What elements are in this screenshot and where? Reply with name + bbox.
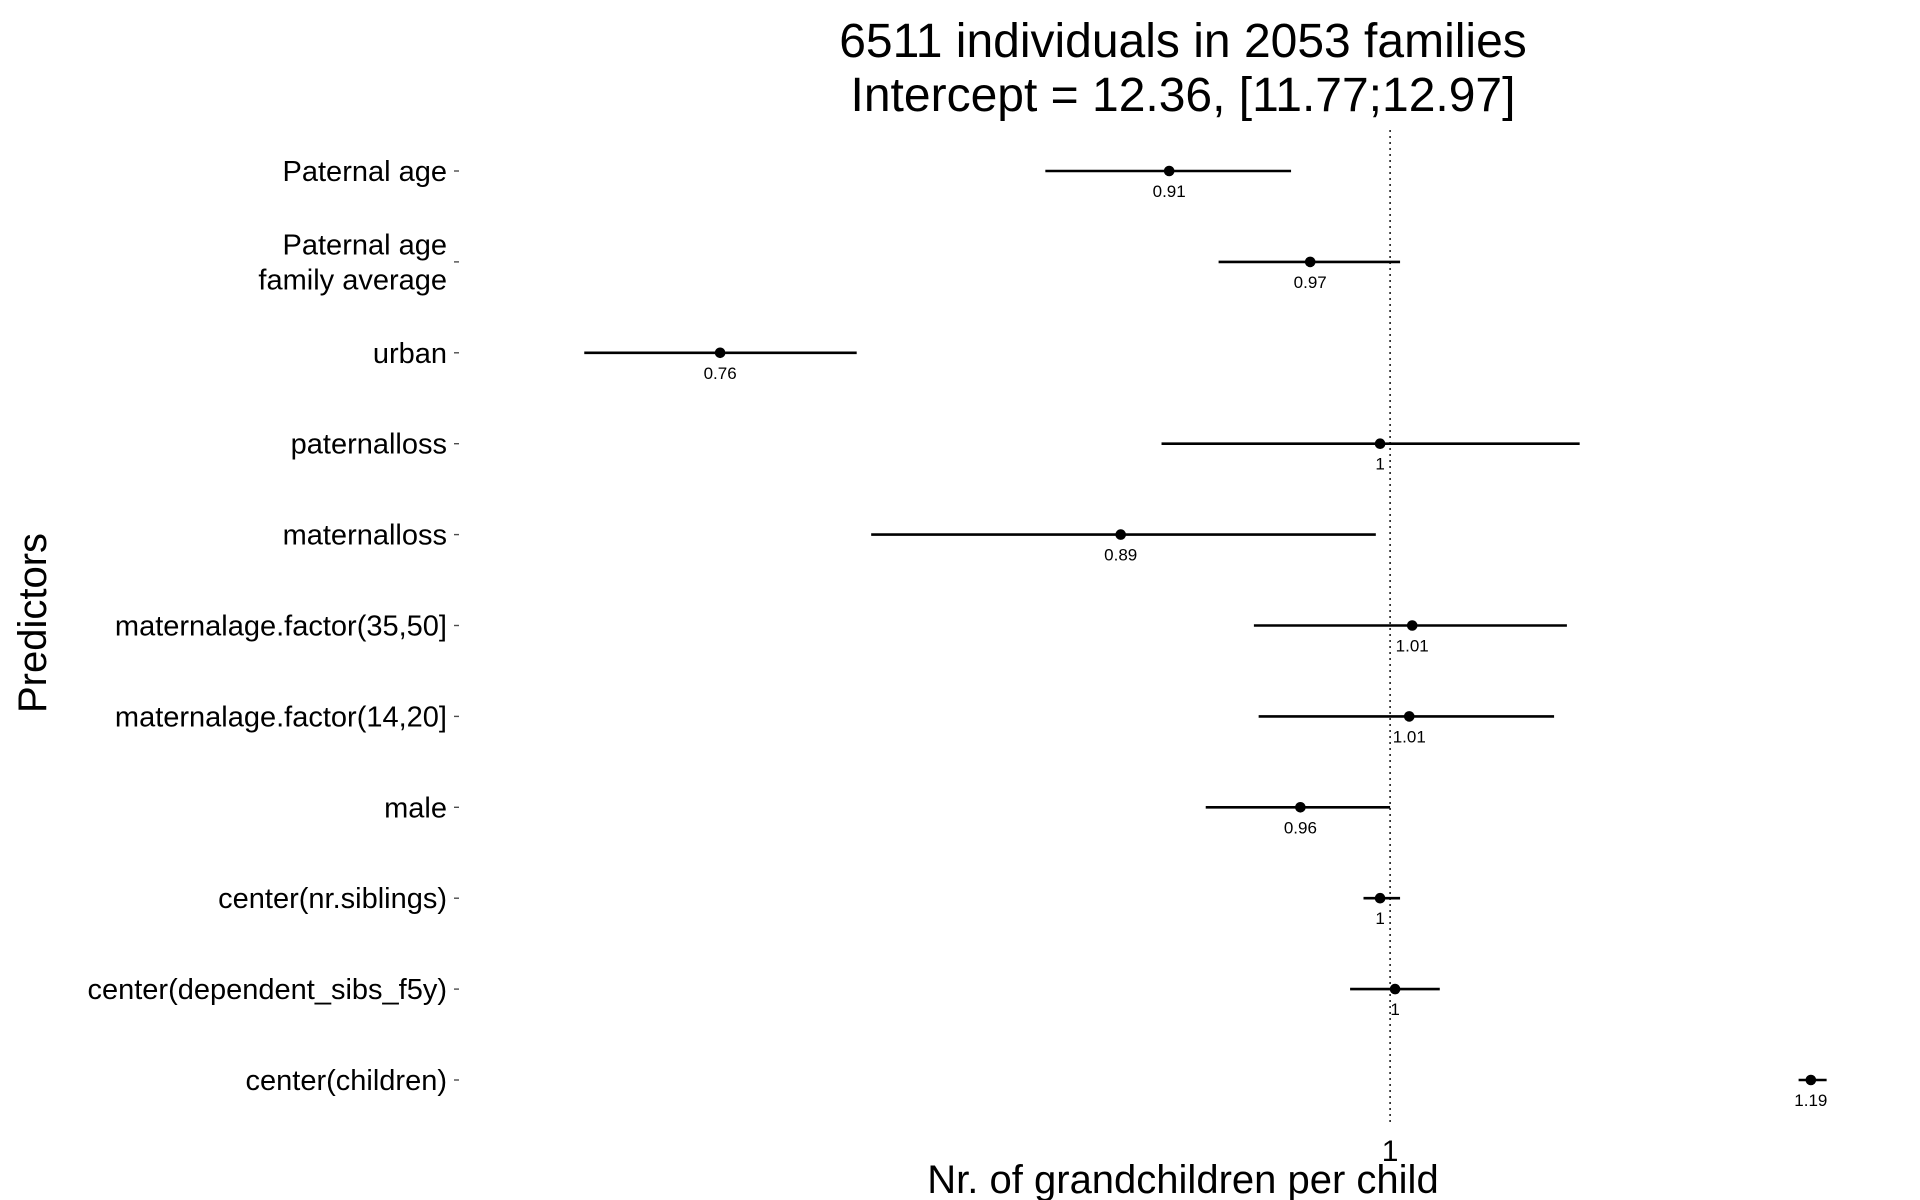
estimate-point (1295, 802, 1306, 813)
predictor-label: center(children) (246, 1065, 447, 1097)
estimate-point (1406, 620, 1418, 631)
estimate-point (1115, 529, 1127, 540)
estimate-point (1374, 438, 1386, 450)
estimate-value-label: 0.76 (704, 364, 737, 383)
estimate-point (1805, 1074, 1817, 1086)
estimate-value-label: 0.89 (1104, 546, 1137, 565)
predictor-row: male 0.96 (384, 792, 1391, 837)
estimate-point (1374, 892, 1386, 904)
predictor-label: paternalloss (291, 429, 447, 461)
estimate-value-label: 1 (1375, 455, 1384, 474)
x-tick-label: 1 (1382, 1135, 1399, 1168)
estimate-value-label: 0.96 (1284, 818, 1317, 837)
predictor-row: maternalloss 0.89 (283, 520, 1376, 565)
predictor-row: maternalage.factor(35,50] 1.01 (115, 611, 1567, 656)
estimate-value-label: 0.91 (1153, 182, 1186, 201)
estimate-point (1389, 983, 1401, 995)
estimate-value-label: 0.97 (1294, 273, 1327, 292)
predictor-label: maternalage.factor(35,50] (115, 611, 447, 643)
predictor-label: urban (373, 338, 447, 370)
predictor-row: Paternal age 0.91 (283, 156, 1292, 201)
predictor-label: male (384, 792, 447, 824)
estimate-value-label: 1 (1390, 1000, 1399, 1019)
estimate-point (1163, 165, 1175, 177)
predictor-row: center(dependent_sibs_f5y) 1 (87, 974, 1440, 1019)
predictor-row: center(nr.siblings) 1 (218, 883, 1401, 928)
estimate-value-label: 1 (1375, 909, 1384, 928)
predictor-label: Paternal age (283, 229, 447, 261)
estimate-value-label: 1.01 (1396, 637, 1429, 656)
estimate-point (1403, 711, 1415, 722)
x-axis-label: Nr. of grandchildren per child (927, 1158, 1438, 1200)
predictor-row: maternalage.factor(14,20] 1.01 (115, 701, 1555, 746)
predictor-row: urban 0.76 (373, 338, 857, 383)
predictor-label: family average (258, 264, 447, 296)
predictor-label: Paternal age (283, 156, 447, 188)
estimate-point (1304, 256, 1316, 268)
predictor-row: paternalloss 1 (291, 429, 1580, 474)
estimate-value-label: 1.01 (1393, 727, 1426, 746)
y-axis-label: Predictors (11, 533, 55, 713)
predictor-label: maternalloss (283, 520, 447, 552)
chart-title-line-1: 6511 individuals in 2053 families (839, 15, 1527, 68)
estimate-point (714, 347, 726, 359)
predictor-row: center(children) 1.19 (246, 1065, 1828, 1110)
estimate-value-label: 1.19 (1794, 1091, 1827, 1110)
chart-title-line-2: Intercept = 12.36, [11.77;12.97] (851, 69, 1516, 122)
predictor-label: maternalage.factor(14,20] (115, 701, 447, 733)
predictor-label: center(nr.siblings) (218, 883, 447, 915)
predictor-label: center(dependent_sibs_f5y) (87, 974, 447, 1006)
